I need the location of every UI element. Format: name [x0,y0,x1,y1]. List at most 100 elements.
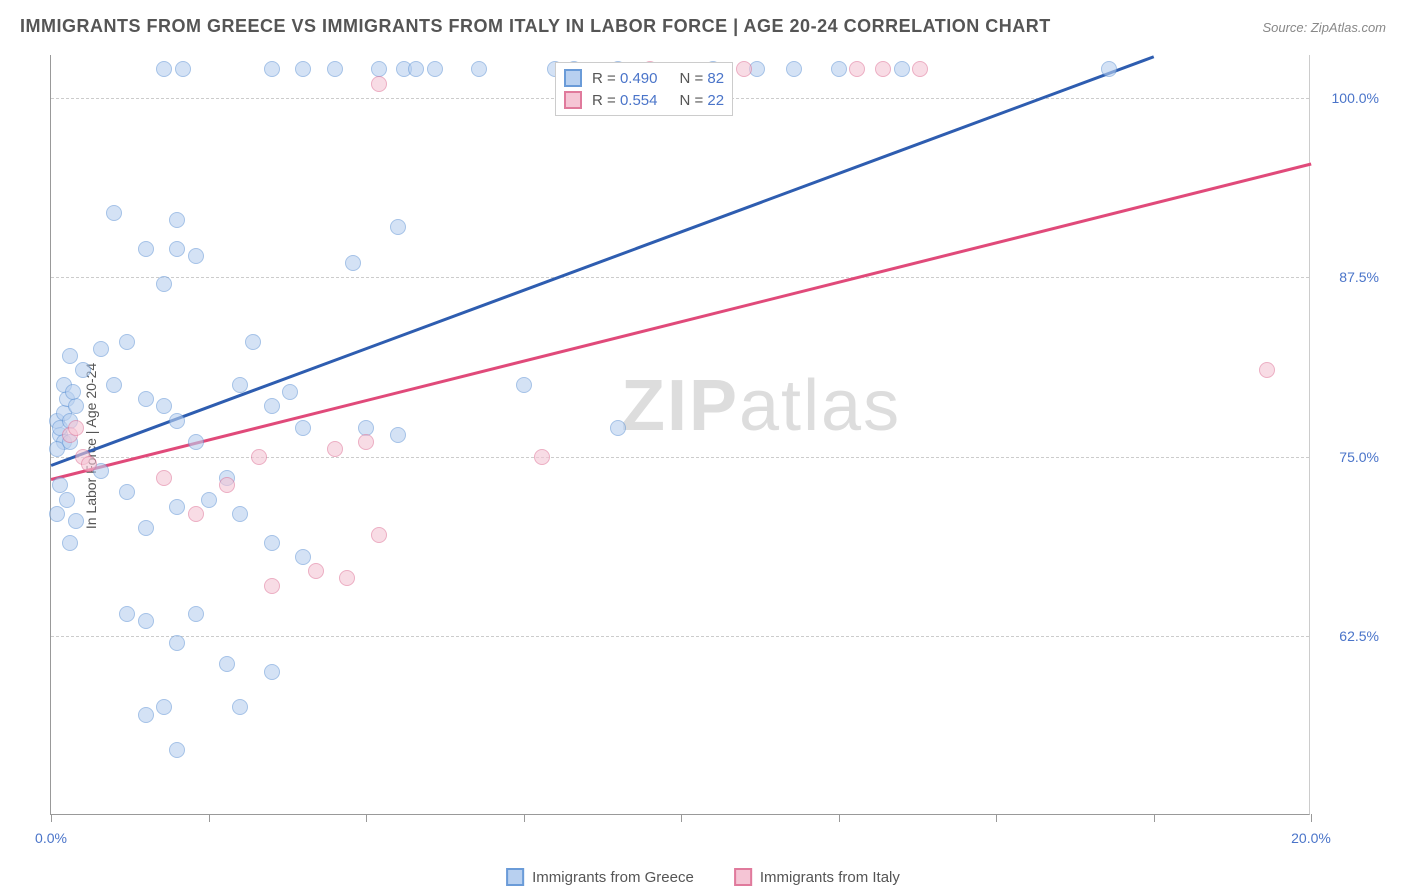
ytick-label: 62.5% [1319,628,1379,644]
data-point [156,699,172,715]
data-point [156,61,172,77]
data-point [106,205,122,221]
xtick-mark [1154,814,1155,822]
watermark-light: atlas [739,366,901,446]
data-point [912,61,928,77]
data-point [610,420,626,436]
data-point [232,699,248,715]
data-point [175,61,191,77]
data-point [138,241,154,257]
data-point [894,61,910,77]
data-point [339,570,355,586]
data-point [875,61,891,77]
data-point [390,219,406,235]
data-point [232,377,248,393]
data-point [169,742,185,758]
xtick-label: 20.0% [1291,830,1331,846]
data-point [93,341,109,357]
data-point [62,535,78,551]
data-point [358,434,374,450]
data-point [390,427,406,443]
gridline-h [51,277,1309,278]
data-point [264,578,280,594]
data-point [119,606,135,622]
legend-correlation: R = 0.490N = 82R = 0.554N = 22 [555,62,733,116]
data-point [138,391,154,407]
chart-title: IMMIGRANTS FROM GREECE VS IMMIGRANTS FRO… [20,16,1051,37]
data-point [849,61,865,77]
data-point [516,377,532,393]
data-point [219,656,235,672]
data-point [427,61,443,77]
data-point [219,477,235,493]
legend-swatch [564,69,582,87]
legend-swatch-italy [734,868,752,886]
data-point [75,362,91,378]
data-point [119,334,135,350]
data-point [264,664,280,680]
trend-line [51,55,1154,466]
legend-n-label: N = 82 [679,70,724,87]
xtick-mark [524,814,525,822]
data-point [188,606,204,622]
data-point [371,527,387,543]
legend-row: R = 0.490N = 82 [564,67,724,89]
data-point [308,563,324,579]
data-point [1101,61,1117,77]
trend-line [51,163,1312,481]
data-point [327,441,343,457]
data-point [156,276,172,292]
legend-n-label: N = 22 [679,92,724,109]
ytick-label: 75.0% [1319,449,1379,465]
data-point [471,61,487,77]
data-point [188,248,204,264]
data-point [59,492,75,508]
data-point [68,398,84,414]
xtick-mark [51,814,52,822]
legend-item-italy: Immigrants from Italy [734,868,900,886]
data-point [188,506,204,522]
data-point [295,420,311,436]
data-point [295,549,311,565]
data-point [169,499,185,515]
data-point [245,334,261,350]
data-point [282,384,298,400]
legend-bottom: Immigrants from Greece Immigrants from I… [506,868,900,886]
legend-item-greece: Immigrants from Greece [506,868,694,886]
data-point [106,377,122,393]
data-point [169,413,185,429]
data-point [327,61,343,77]
data-point [345,255,361,271]
watermark: ZIPatlas [621,365,901,447]
xtick-mark [209,814,210,822]
xtick-mark [1311,814,1312,822]
data-point [201,492,217,508]
data-point [81,456,97,472]
xtick-mark [681,814,682,822]
legend-swatch-greece [506,868,524,886]
data-point [65,384,81,400]
data-point [264,398,280,414]
data-point [831,61,847,77]
ytick-label: 100.0% [1319,90,1379,106]
data-point [251,449,267,465]
legend-label-italy: Immigrants from Italy [760,869,900,886]
source-label: Source: ZipAtlas.com [1262,20,1386,35]
data-point [169,635,185,651]
data-point [408,61,424,77]
data-point [534,449,550,465]
plot-area: ZIPatlas 62.5%75.0%87.5%100.0%0.0%20.0%R… [50,55,1310,815]
legend-label-greece: Immigrants from Greece [532,869,694,886]
data-point [156,470,172,486]
legend-row: R = 0.554N = 22 [564,89,724,111]
data-point [169,241,185,257]
xtick-label: 0.0% [35,830,67,846]
data-point [68,513,84,529]
data-point [736,61,752,77]
data-point [188,434,204,450]
watermark-bold: ZIP [621,366,739,446]
data-point [138,707,154,723]
data-point [68,420,84,436]
xtick-mark [839,814,840,822]
xtick-mark [996,814,997,822]
